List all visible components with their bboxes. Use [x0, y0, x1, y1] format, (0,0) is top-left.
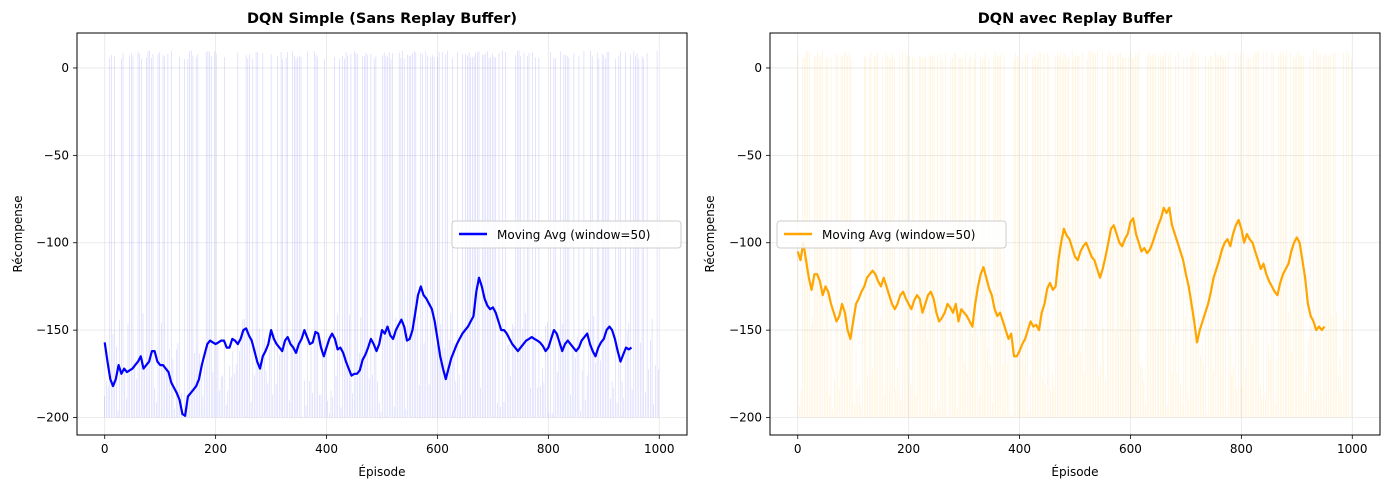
series-lines — [103, 276, 633, 417]
legend-label: Moving Avg (window=50) — [822, 228, 975, 242]
x-axis-label: Épisode — [1051, 464, 1098, 479]
plot-frame — [76, 32, 688, 436]
x-tick-label: 600 — [426, 442, 449, 456]
y-ticks: 0 −50 −100 −150 −200 — [36, 61, 77, 425]
x-tick-label: 800 — [1230, 442, 1253, 456]
y-tick-label: −50 — [737, 148, 762, 162]
y-tick-label: −200 — [729, 411, 762, 425]
x-ticks: 0 200 400 600 800 1000 — [794, 435, 1368, 456]
x-tick-label: 1000 — [644, 442, 675, 456]
y-tick-label: −100 — [36, 236, 69, 250]
x-tick-label: 400 — [1008, 442, 1031, 456]
x-tick-label: 200 — [204, 442, 227, 456]
y-axis-label: Récompense — [703, 195, 717, 272]
y-tick-label: −150 — [36, 323, 69, 337]
y-axis-label: Récompense — [11, 195, 25, 272]
y-tick-label: −100 — [729, 236, 762, 250]
y-tick-label: 0 — [61, 61, 69, 75]
series-line-moving-avg — [103, 276, 633, 417]
x-tick-label: 400 — [315, 442, 338, 456]
x-tick-label: 1000 — [1337, 442, 1368, 456]
legend-box — [776, 220, 1007, 249]
y-ticks: 0 −50 −100 −150 −200 — [729, 61, 770, 425]
x-axis-label: Épisode — [358, 464, 405, 479]
chart-dqn-replay: 0 200 400 600 800 1000 0 −50 −100 −150 −200 DQN a… — [703, 11, 1381, 479]
x-tick-label: 600 — [1119, 442, 1142, 456]
chart-dqn-simple: 0 200 400 600 800 1000 0 −50 −100 −150 −200 DQN S… — [11, 11, 688, 479]
plot-frame — [769, 32, 1381, 436]
x-tick-label: 200 — [897, 442, 920, 456]
chart-title: DQN avec Replay Buffer — [978, 11, 1173, 27]
chart-title: DQN Simple (Sans Replay Buffer) — [247, 11, 517, 27]
legend-box — [451, 220, 682, 249]
legend-label: Moving Avg (window=50) — [497, 228, 650, 242]
series-lines — [796, 206, 1326, 358]
y-tick-label: 0 — [754, 61, 762, 75]
legend: Moving Avg (window=50) — [451, 220, 682, 249]
x-ticks: 0 200 400 600 800 1000 — [101, 435, 675, 456]
x-tick-label: 800 — [537, 442, 560, 456]
series-line-moving-avg — [796, 206, 1326, 358]
y-tick-label: −200 — [36, 411, 69, 425]
legend: Moving Avg (window=50) — [776, 220, 1007, 249]
x-tick-label: 0 — [794, 442, 802, 456]
x-tick-label: 0 — [101, 442, 109, 456]
y-tick-label: −50 — [44, 148, 69, 162]
y-tick-label: −150 — [729, 323, 762, 337]
